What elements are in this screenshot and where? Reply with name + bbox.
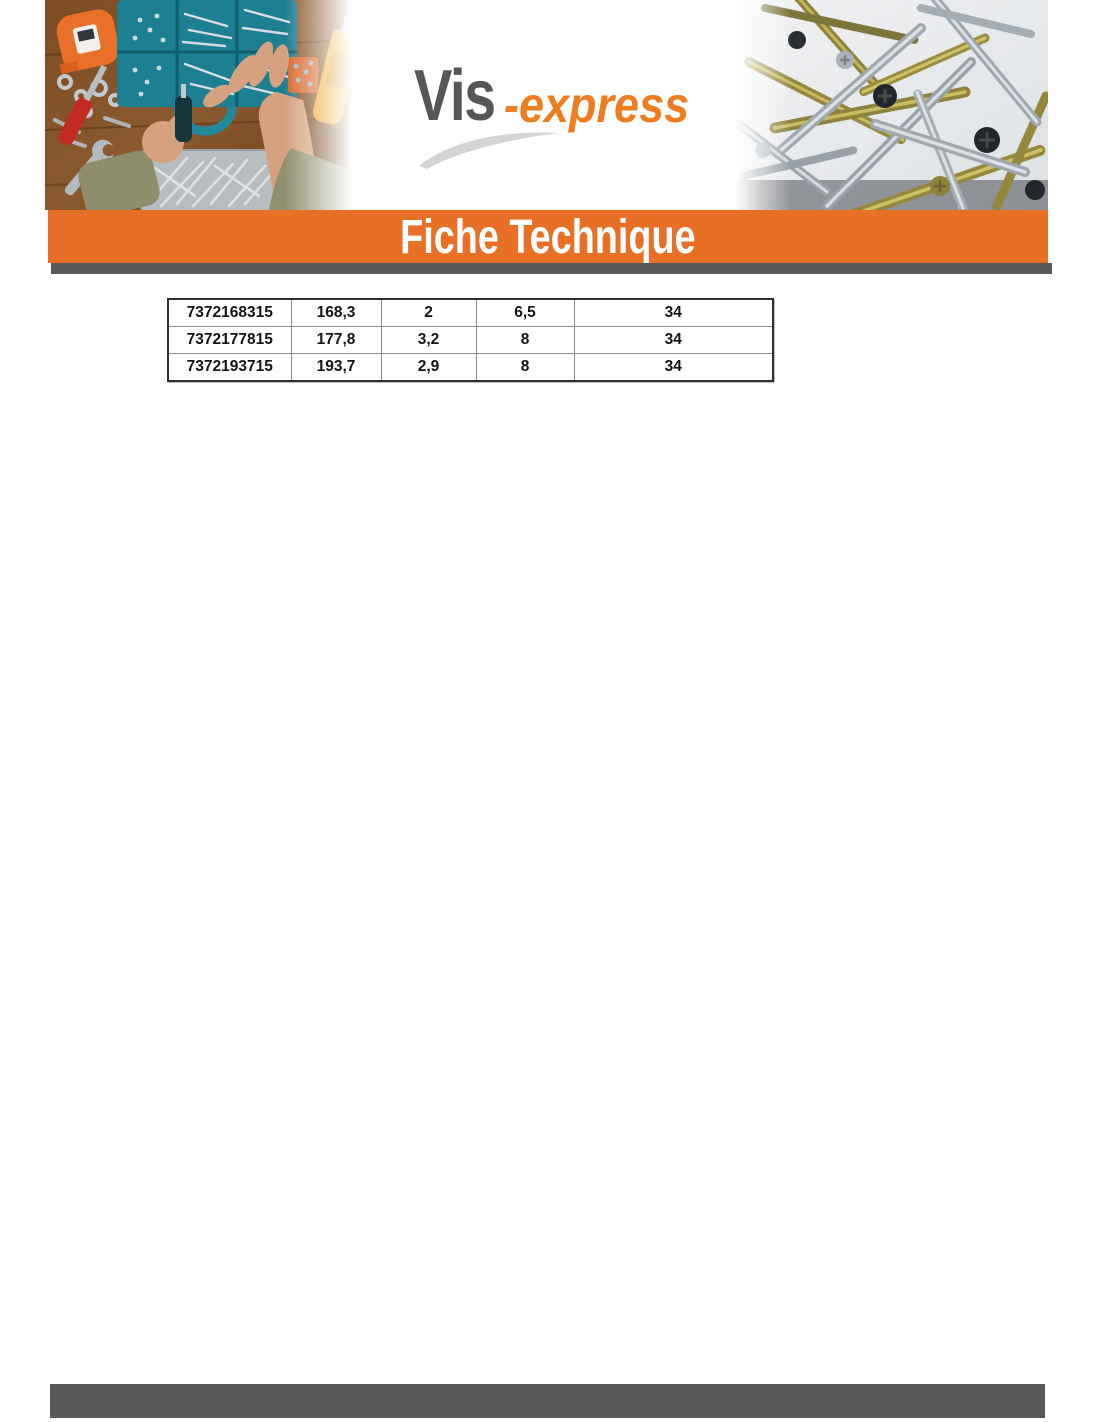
screws-pile-photo	[735, 0, 1048, 210]
cell-value: 3,2	[380, 326, 477, 354]
cell-value: 34	[573, 298, 774, 327]
cell-value: 8	[475, 326, 575, 354]
logo-text-primary: Vis	[414, 56, 496, 136]
table-row: 7372193715 193,7 2,9 8 34	[167, 353, 774, 382]
cell-length: 193,7	[290, 353, 382, 382]
cell-ref: 7372168315	[167, 298, 292, 327]
workbench-photo-illustration	[45, 0, 352, 210]
vis-express-logo: Vis -express	[408, 52, 708, 172]
spec-table: 7372168315 168,3 2 6,5 34 7372177815 177…	[167, 298, 774, 382]
workbench-photo	[45, 0, 352, 210]
cell-value: 34	[573, 353, 774, 382]
cell-value: 6,5	[475, 298, 575, 327]
cell-length: 177,8	[290, 326, 382, 354]
title-banner: Fiche Technique	[48, 210, 1048, 263]
cell-value: 34	[573, 326, 774, 354]
page-title: Fiche Technique	[400, 208, 696, 265]
table-row: 7372168315 168,3 2 6,5 34	[167, 298, 774, 327]
cell-ref: 7372177815	[167, 326, 292, 354]
logo-swoosh-icon	[419, 132, 559, 169]
cell-value: 2,9	[380, 353, 477, 382]
screws-pile-illustration	[735, 0, 1048, 210]
cell-value: 2	[380, 298, 477, 327]
cell-length: 168,3	[290, 298, 382, 327]
table-row: 7372177815 177,8 3,2 8 34	[167, 326, 774, 354]
cell-ref: 7372193715	[167, 353, 292, 382]
logo-text-secondary: -express	[504, 77, 690, 133]
cell-value: 8	[475, 353, 575, 382]
banner-shadow-bar	[51, 263, 1052, 274]
footer-bar	[50, 1384, 1045, 1418]
